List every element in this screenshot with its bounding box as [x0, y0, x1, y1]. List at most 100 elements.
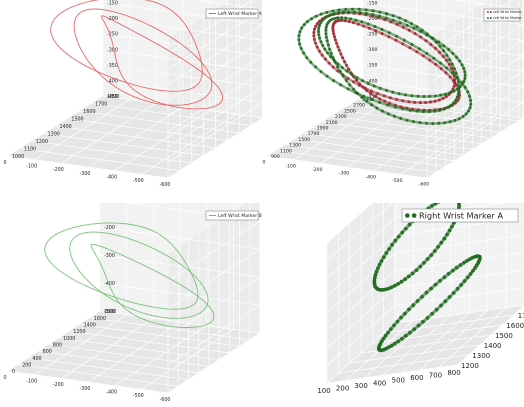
- trajectory-point: [360, 20, 364, 24]
- trajectory-point: [462, 279, 467, 283]
- trajectory-point: [340, 18, 344, 22]
- trajectory-point: [406, 274, 411, 279]
- trajectory-point: [333, 12, 337, 16]
- trajectory-point: [461, 115, 465, 118]
- trajectory-point: [352, 10, 356, 14]
- trajectory-point: [439, 93, 443, 97]
- trajectory-point: [445, 232, 449, 237]
- trajectory-point: [373, 94, 377, 98]
- x-tick-label: -500: [392, 178, 403, 184]
- trajectory-point: [364, 12, 368, 15]
- trajectory-point: [370, 89, 373, 93]
- trajectory-point: [468, 106, 472, 110]
- trajectory-point: [337, 8, 341, 12]
- trajectory-point: [355, 78, 358, 82]
- trajectory-point: [386, 345, 391, 350]
- trajectory-point: [314, 41, 318, 45]
- trajectory-point: [363, 86, 367, 90]
- trajectory-point: [336, 45, 340, 49]
- trajectory-point: [376, 266, 380, 271]
- trajectory-point: [302, 23, 306, 27]
- y-tick-label: 1300: [289, 143, 301, 149]
- trajectory-point: [443, 121, 447, 125]
- trajectory-point: [345, 63, 348, 67]
- trajectory-point: [412, 26, 416, 30]
- trajectory-point: [445, 53, 449, 57]
- trajectory-point: [332, 32, 336, 36]
- trajectory-point: [439, 61, 442, 65]
- trajectory-point: [328, 19, 332, 23]
- trajectory-point: [439, 67, 443, 71]
- x-tick-label: 600: [410, 374, 423, 382]
- trajectory-point: [410, 271, 415, 276]
- trajectory-point: [463, 70, 467, 74]
- trajectory-point: [386, 103, 390, 107]
- trajectory-point: [380, 28, 384, 31]
- trajectory-point: [319, 12, 323, 16]
- trajectory-point: [390, 242, 394, 247]
- trajectory-point: [337, 19, 341, 22]
- trajectory-point: [434, 62, 438, 66]
- trajectory-point: [349, 17, 353, 21]
- trajectory-point: [433, 99, 437, 103]
- trajectory-point: [462, 260, 466, 265]
- trajectory-point: [429, 286, 433, 291]
- trajectory-point: [357, 7, 361, 11]
- trajectory-point: [403, 333, 408, 338]
- chart-left-wrist-marker-b: -600 -500 -400 -300 -200 -100 00 20040060080010…: [3, 203, 262, 403]
- trajectory-point: [396, 234, 401, 239]
- trajectory-point: [456, 76, 459, 80]
- trajectory-point: [433, 282, 438, 287]
- trajectory-point: [347, 20, 351, 23]
- trajectory-point: [329, 55, 333, 59]
- trajectory-point: [403, 226, 408, 231]
- trajectory-point: [454, 71, 458, 75]
- y-tick-label: 1600: [83, 109, 95, 115]
- trajectory-point: [415, 50, 419, 54]
- y-tick-label: 2500: [344, 108, 356, 114]
- trajectory-point: [378, 100, 382, 104]
- trajectory-point: [385, 88, 388, 92]
- gridlines: [7, 0, 262, 179]
- y-tick-label: 1500: [298, 137, 310, 143]
- trajectory-point: [458, 59, 462, 63]
- y-tick-label: 1200: [461, 362, 479, 370]
- trajectory-point: [336, 62, 340, 66]
- trajectory-point: [337, 11, 341, 15]
- trajectory-point: [408, 108, 412, 112]
- trajectory-point: [361, 79, 364, 83]
- trajectory-point: [387, 31, 391, 35]
- trajectory-line: [100, 15, 224, 110]
- trajectory-point: [329, 51, 333, 55]
- trajectory-point: [450, 71, 454, 75]
- trajectory-point: [396, 282, 400, 286]
- trajectory-point: [456, 80, 460, 84]
- trajectory-point: [378, 14, 381, 18]
- trajectory-point: [331, 29, 335, 33]
- trajectory-point: [352, 80, 355, 84]
- trajectory-point: [449, 103, 453, 107]
- chart-left-wrist-marker-overlay: -600 -500 -400 -300 -200 -100 0 900110013001500…: [263, 0, 524, 188]
- trajectory-point: [462, 66, 466, 70]
- trajectory-point: [389, 285, 394, 290]
- trajectory-point: [442, 275, 447, 280]
- trajectory-point: [442, 44, 446, 48]
- trajectory-point: [336, 16, 340, 20]
- y-tick-label: 600: [43, 349, 52, 355]
- trajectory-point: [343, 19, 347, 23]
- z-tick-label: -450: [367, 94, 378, 100]
- y-tick-label: 1900: [317, 126, 329, 132]
- x-tick-label: 200: [336, 384, 349, 392]
- trajectory-point: [438, 108, 442, 112]
- trajectory-point: [395, 34, 399, 38]
- trajectory-point: [351, 21, 355, 25]
- trajectory-point: [313, 27, 316, 31]
- y-tick-label: 1800: [104, 309, 116, 315]
- trajectory-point: [446, 105, 450, 109]
- trajectory-point: [325, 39, 329, 43]
- trajectory-point: [405, 23, 409, 27]
- trajectory-point: [467, 109, 470, 113]
